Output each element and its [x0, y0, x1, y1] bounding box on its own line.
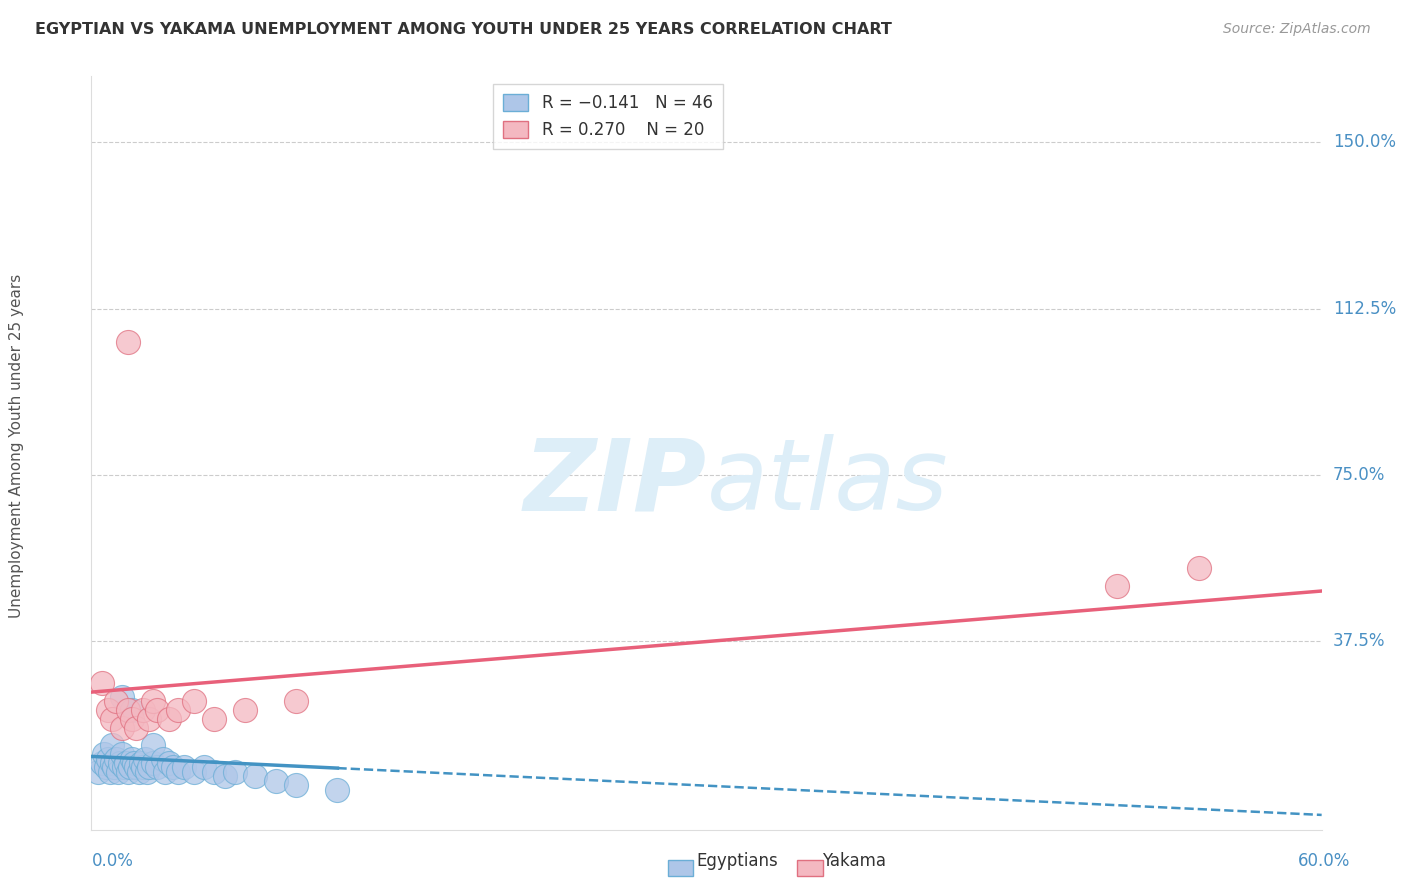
Text: 60.0%: 60.0% — [1298, 852, 1350, 870]
Point — [105, 694, 127, 708]
Point — [90, 756, 112, 770]
Text: 0.0%: 0.0% — [91, 852, 134, 870]
Point — [202, 764, 225, 779]
Point — [173, 760, 195, 774]
Text: 150.0%: 150.0% — [1333, 133, 1396, 152]
Point — [98, 764, 121, 779]
Point — [183, 694, 205, 708]
Point — [166, 764, 188, 779]
Point — [202, 712, 225, 726]
Point — [131, 760, 153, 774]
Text: atlas: atlas — [706, 434, 948, 532]
Point — [120, 760, 142, 774]
Point — [112, 760, 135, 774]
Point — [97, 751, 120, 765]
Point — [131, 703, 153, 717]
Point — [233, 703, 256, 717]
Point — [125, 721, 148, 735]
Point — [101, 739, 124, 753]
Point — [264, 773, 287, 788]
Point — [142, 756, 165, 770]
Point — [117, 703, 139, 717]
Text: 112.5%: 112.5% — [1333, 300, 1396, 318]
Point — [90, 676, 112, 690]
Point — [183, 764, 205, 779]
Text: ZIP: ZIP — [523, 434, 706, 532]
Point — [117, 334, 139, 349]
Point — [121, 703, 143, 717]
Point — [111, 690, 134, 704]
Text: Yakama: Yakama — [823, 852, 887, 870]
Point — [105, 751, 127, 765]
Point — [97, 703, 120, 717]
Point — [129, 756, 152, 770]
Text: 75.0%: 75.0% — [1333, 466, 1385, 483]
Point — [117, 764, 139, 779]
Point — [108, 756, 131, 770]
Legend: R = −0.141   N = 46, R = 0.270    N = 20: R = −0.141 N = 46, R = 0.270 N = 20 — [494, 84, 723, 149]
Point — [101, 712, 124, 726]
Text: EGYPTIAN VS YAKAMA UNEMPLOYMENT AMONG YOUTH UNDER 25 YEARS CORRELATION CHART: EGYPTIAN VS YAKAMA UNEMPLOYMENT AMONG YO… — [35, 22, 891, 37]
Point — [142, 739, 165, 753]
Point — [153, 764, 177, 779]
Point — [93, 747, 115, 761]
Point — [157, 756, 180, 770]
Text: Egyptians: Egyptians — [696, 852, 778, 870]
Point — [1187, 561, 1209, 575]
Point — [142, 694, 165, 708]
Point — [157, 712, 180, 726]
Text: Unemployment Among Youth under 25 years: Unemployment Among Youth under 25 years — [10, 274, 24, 618]
Point — [134, 751, 156, 765]
Point — [111, 721, 134, 735]
Point — [107, 764, 129, 779]
Point — [152, 751, 174, 765]
Point — [86, 764, 108, 779]
Point — [326, 782, 349, 797]
Point — [214, 769, 236, 783]
Point — [146, 760, 169, 774]
Point — [128, 764, 150, 779]
Point — [101, 756, 124, 770]
Point — [121, 751, 143, 765]
Point — [111, 747, 134, 761]
Point — [103, 760, 125, 774]
Point — [193, 760, 215, 774]
Point — [138, 712, 160, 726]
Text: Source: ZipAtlas.com: Source: ZipAtlas.com — [1223, 22, 1371, 37]
Point — [285, 778, 308, 792]
Point — [94, 760, 117, 774]
Point — [135, 764, 157, 779]
Text: 37.5%: 37.5% — [1333, 632, 1385, 650]
Point — [115, 756, 138, 770]
Point — [138, 760, 160, 774]
Point — [1105, 579, 1128, 593]
Point — [166, 703, 188, 717]
Point — [224, 764, 246, 779]
Point — [245, 769, 267, 783]
Point — [125, 760, 148, 774]
Point — [285, 694, 308, 708]
Point — [124, 756, 146, 770]
Point — [162, 760, 184, 774]
Point — [121, 712, 143, 726]
Point — [146, 703, 169, 717]
